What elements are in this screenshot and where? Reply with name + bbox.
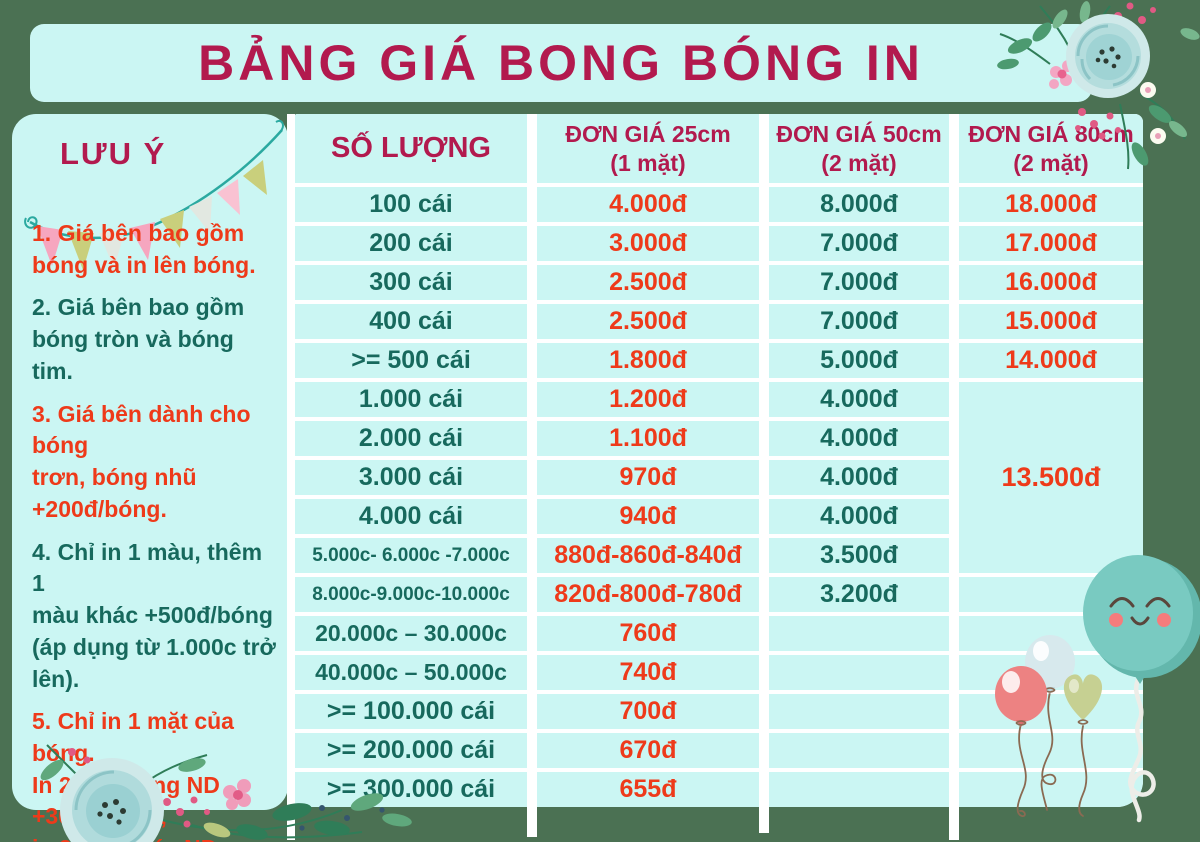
- price-80cm-cell: 15.000đ: [959, 304, 1143, 339]
- price-25cm-header: ĐƠN GIÁ 25cm (1 mặt): [537, 114, 759, 183]
- quantity-cell: >= 200.000 cái: [295, 733, 527, 768]
- price-50cm-cell: 3.500đ: [769, 538, 949, 573]
- price-80cm-cell: 14.000đ: [959, 343, 1143, 378]
- note-item-1: 1. Giá bên bao gồm bóng và in lên bóng.: [32, 220, 256, 278]
- note-item-5: 5. Chỉ in 1 mặt của bóng. In 2 mặt cùng …: [32, 708, 234, 842]
- quantity-cell: 8.000c-9.000c-10.000c: [295, 577, 527, 612]
- price-50cm-cell: [769, 733, 949, 768]
- notes-panel: LƯU Ý 1. Giá bên bao gồm bóng và in lên …: [12, 114, 288, 842]
- price-80cm-cell: 18.000đ: [959, 187, 1143, 222]
- price-25cm-cell: 940đ: [537, 499, 759, 534]
- divider-strip: [287, 114, 295, 840]
- cheek-right: [1157, 613, 1171, 627]
- quantity-cell: 2.000 cái: [295, 421, 527, 456]
- price-25cm-cell: 1.200đ: [537, 382, 759, 417]
- table-column-p25: ĐƠN GIÁ 25cm (1 mặt) 4.000đ 3.000đ 2.500đ 2.5…: [537, 114, 759, 807]
- note-item-3: 3. Giá bên dành cho bóng trơn, bóng nhũ …: [32, 400, 251, 522]
- price-50cm-cell: 7.000đ: [769, 265, 949, 300]
- price-50cm-cell: 4.000đ: [769, 460, 949, 495]
- price-25cm-cell: 970đ: [537, 460, 759, 495]
- price-25cm-cell: 740đ: [537, 655, 759, 690]
- quantity-cell: >= 500 cái: [295, 343, 527, 378]
- quantity-header: SỐ LƯỢNG: [295, 114, 527, 183]
- price-25cm-cell: 655đ: [537, 772, 759, 807]
- quantity-cell: 5.000c- 6.000c -7.000c: [295, 538, 527, 573]
- price-50cm-cell: 3.200đ: [769, 577, 949, 612]
- price-80cm-cell: [959, 772, 1143, 807]
- price-25cm-cell: 2.500đ: [537, 265, 759, 300]
- quantity-cell: 4.000 cái: [295, 499, 527, 534]
- divider-strip: [949, 807, 959, 840]
- quantity-cell: 100 cái: [295, 187, 527, 222]
- price-80cm-header: ĐƠN GIÁ 80cm (2 mặt): [959, 114, 1143, 183]
- price-80cm-merged-cell: 13.500đ: [959, 382, 1143, 573]
- price-80cm-cell: [959, 616, 1143, 651]
- title-bar: BẢNG GIÁ BONG BÓNG IN: [30, 24, 1092, 102]
- price-25cm-cell: 880đ-860đ-840đ: [537, 538, 759, 573]
- price-50cm-cell: [769, 655, 949, 690]
- price-50cm-cell: 5.000đ: [769, 343, 949, 378]
- quantity-cell: 400 cái: [295, 304, 527, 339]
- price-50cm-cell: 4.000đ: [769, 382, 949, 417]
- price-80cm-cell: [959, 733, 1143, 768]
- quantity-cell: 200 cái: [295, 226, 527, 261]
- price-25cm-cell: 2.500đ: [537, 304, 759, 339]
- divider-strip: [527, 807, 537, 837]
- price-25cm-cell: 670đ: [537, 733, 759, 768]
- note-item-2: 2. Giá bên bao gồm bóng tròn và bóng tim…: [32, 294, 245, 384]
- table-column-qty: SỐ LƯỢNG 100 cái 200 cái 300 cái 400 cái >= 5…: [295, 114, 527, 807]
- price-80cm-cell: [959, 577, 1143, 612]
- price-25cm-cell: 1.100đ: [537, 421, 759, 456]
- white-flowers: [1140, 82, 1166, 144]
- price-50cm-header: ĐƠN GIÁ 50cm (2 mặt): [769, 114, 949, 183]
- price-50cm-cell: 4.000đ: [769, 421, 949, 456]
- price-25cm-cell: 4.000đ: [537, 187, 759, 222]
- notes-heading: LƯU Ý: [60, 136, 167, 171]
- page-title: BẢNG GIÁ BONG BÓNG IN: [198, 35, 924, 91]
- price-80cm-cell: [959, 694, 1143, 729]
- price-50cm-cell: 7.000đ: [769, 226, 949, 261]
- price-table: SỐ LƯỢNG 100 cái 200 cái 300 cái 400 cái >= 5…: [295, 114, 1143, 807]
- quantity-cell: 20.000c – 30.000c: [295, 616, 527, 651]
- price-80cm-cell: 17.000đ: [959, 226, 1143, 261]
- price-25cm-cell: 700đ: [537, 694, 759, 729]
- table-column-p80: ĐƠN GIÁ 80cm (2 mặt) 18.000đ 17.000đ 16.000đ…: [959, 114, 1143, 807]
- price-50cm-cell: 8.000đ: [769, 187, 949, 222]
- divider-strip: [759, 807, 769, 833]
- quantity-cell: 3.000 cái: [295, 460, 527, 495]
- quantity-cell: 300 cái: [295, 265, 527, 300]
- price-50cm-cell: [769, 772, 949, 807]
- table-column-p50: ĐƠN GIÁ 50cm (2 mặt) 8.000đ 7.000đ 7.000đ 7.0…: [769, 114, 949, 807]
- price-50cm-cell: [769, 694, 949, 729]
- price-50cm-cell: [769, 616, 949, 651]
- price-25cm-cell: 760đ: [537, 616, 759, 651]
- price-50cm-cell: 7.000đ: [769, 304, 949, 339]
- price-25cm-cell: 820đ-800đ-780đ: [537, 577, 759, 612]
- quantity-cell: >= 100.000 cái: [295, 694, 527, 729]
- price-80cm-cell: [959, 655, 1143, 690]
- price-50cm-cell: 4.000đ: [769, 499, 949, 534]
- closed-eye-right: [1145, 597, 1171, 608]
- price-25cm-cell: 3.000đ: [537, 226, 759, 261]
- price-25cm-cell: 1.800đ: [537, 343, 759, 378]
- notes-list: 1. Giá bên bao gồm bóng và in lên bóng. 2…: [32, 218, 280, 842]
- note-item-4: 4. Chỉ in 1 màu, thêm 1 màu khác +500đ/b…: [32, 538, 276, 692]
- quantity-cell: 1.000 cái: [295, 382, 527, 417]
- price-80cm-cell: 16.000đ: [959, 265, 1143, 300]
- quantity-cell: >= 300.000 cái: [295, 772, 527, 807]
- quantity-cell: 40.000c – 50.000c: [295, 655, 527, 690]
